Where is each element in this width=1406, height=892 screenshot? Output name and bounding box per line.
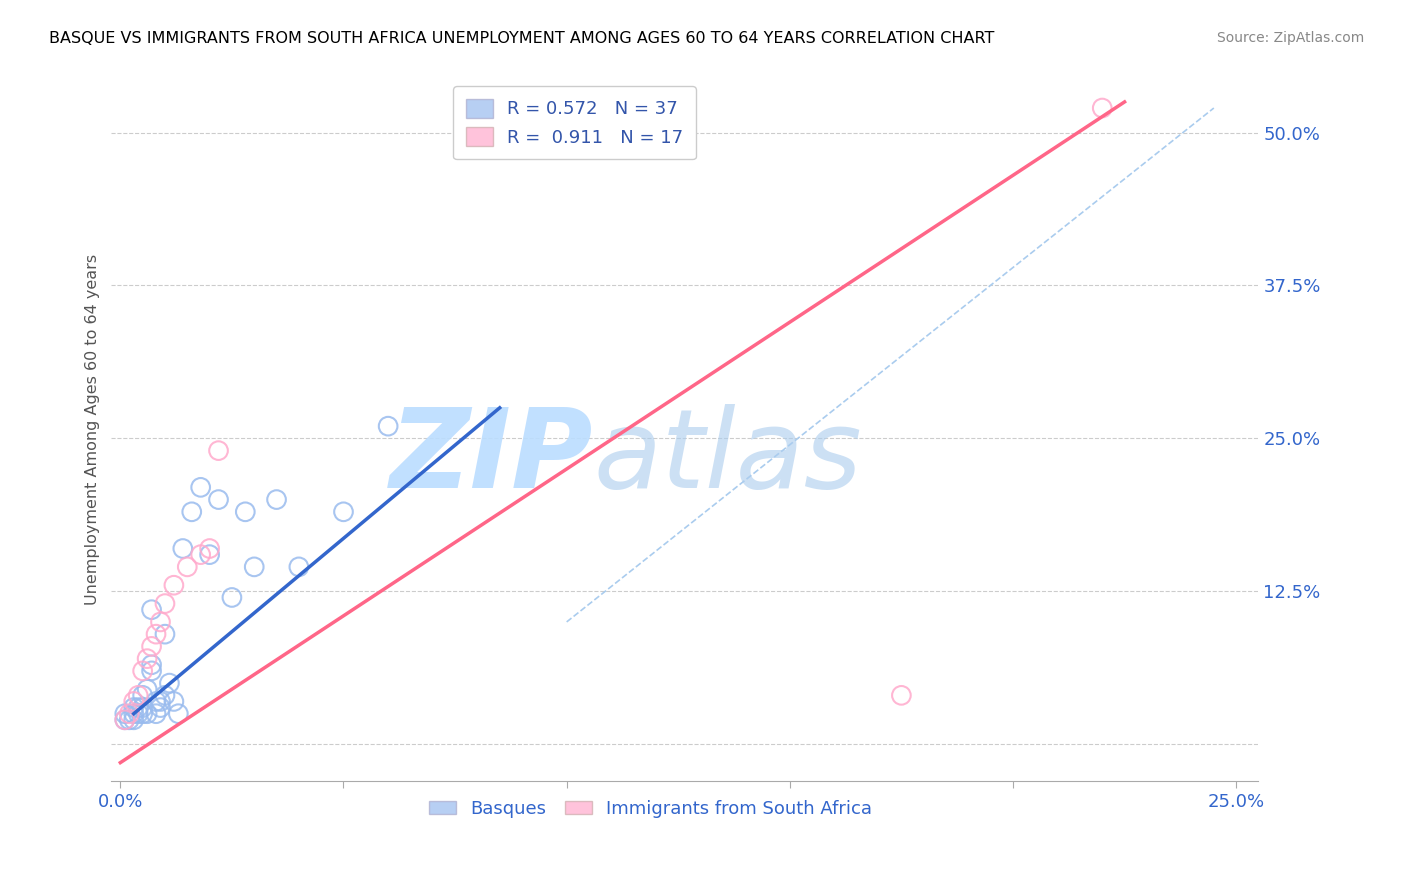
Text: BASQUE VS IMMIGRANTS FROM SOUTH AFRICA UNEMPLOYMENT AMONG AGES 60 TO 64 YEARS CO: BASQUE VS IMMIGRANTS FROM SOUTH AFRICA U…: [49, 31, 994, 46]
Point: [127, 700, 149, 714]
Point: [198, 541, 221, 556]
Point: [190, 548, 212, 562]
Point: [141, 603, 163, 617]
Point: [207, 443, 229, 458]
Y-axis label: Unemployment Among Ages 60 to 64 years: Unemployment Among Ages 60 to 64 years: [86, 253, 100, 605]
Point: [198, 548, 221, 562]
Point: [167, 706, 190, 721]
Point: [176, 560, 198, 574]
Point: [114, 706, 136, 721]
Point: [131, 689, 153, 703]
Point: [163, 694, 186, 708]
Point: [190, 480, 212, 494]
Point: [118, 713, 141, 727]
Point: [149, 700, 172, 714]
Point: [136, 651, 159, 665]
Point: [149, 615, 172, 629]
Point: [890, 689, 912, 703]
Point: [221, 591, 243, 605]
Point: [127, 689, 149, 703]
Point: [163, 578, 186, 592]
Point: [114, 713, 136, 727]
Point: [145, 706, 167, 721]
Point: [127, 706, 149, 721]
Point: [288, 560, 311, 574]
Point: [153, 627, 176, 641]
Text: ZIP: ZIP: [389, 404, 593, 511]
Point: [122, 694, 145, 708]
Point: [131, 706, 153, 721]
Point: [153, 597, 176, 611]
Point: [1091, 101, 1114, 115]
Point: [141, 657, 163, 672]
Point: [145, 694, 167, 708]
Point: [131, 700, 153, 714]
Point: [141, 640, 163, 654]
Point: [159, 676, 181, 690]
Point: [149, 694, 172, 708]
Point: [207, 492, 229, 507]
Point: [131, 664, 153, 678]
Point: [377, 419, 399, 434]
Point: [145, 627, 167, 641]
Point: [332, 505, 354, 519]
Text: atlas: atlas: [593, 404, 862, 511]
Point: [122, 713, 145, 727]
Point: [243, 560, 266, 574]
Text: Source: ZipAtlas.com: Source: ZipAtlas.com: [1216, 31, 1364, 45]
Point: [172, 541, 194, 556]
Point: [122, 706, 145, 721]
Point: [114, 713, 136, 727]
Legend: Basques, Immigrants from South Africa: Basques, Immigrants from South Africa: [422, 792, 879, 825]
Point: [180, 505, 202, 519]
Point: [136, 706, 159, 721]
Point: [122, 700, 145, 714]
Point: [153, 689, 176, 703]
Point: [233, 505, 256, 519]
Point: [136, 682, 159, 697]
Point: [118, 706, 141, 721]
Point: [266, 492, 288, 507]
Point: [141, 664, 163, 678]
